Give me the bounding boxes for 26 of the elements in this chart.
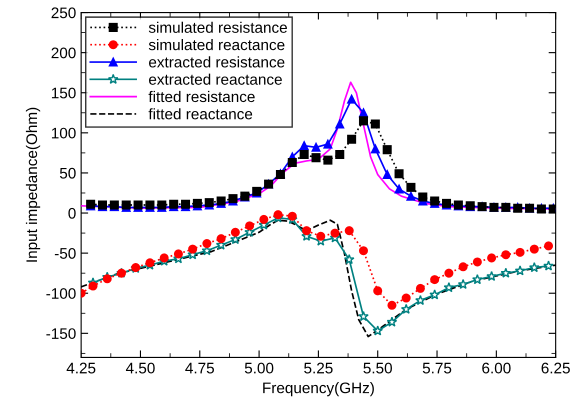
y-tick-label: 200 [52,48,76,58]
legend-label: simulated resistance [148,22,287,33]
x-tick-label: 6.00 [482,362,511,374]
x-tick-label: 4.50 [126,362,155,374]
y-tick-label: 50 [60,168,76,179]
y-tick-label: -50 [54,248,76,259]
y-tick-label: 150 [52,88,76,98]
legend-label: fitted reactance [148,108,252,120]
x-axis-title: Frequency(GHz) [263,382,374,396]
legend-label: simulated reactance [148,39,284,50]
x-tick-label: 5.50 [363,362,392,374]
y-tick-label: -150 [46,328,76,340]
y-tick-label: 0 [68,208,76,219]
x-tick-label: 5.00 [244,362,274,374]
legend-label: extracted resistance [149,56,284,68]
x-tick-label: 5.75 [422,362,452,374]
x-tick-label: 4.25 [66,362,96,374]
y-tick-label: -100 [46,288,76,299]
y-tick-label: 250 [52,7,76,18]
y-axis-title: Input impedance(Ohm) [26,108,40,262]
x-tick-label: 6.25 [542,362,570,374]
legend-label: extracted reactance [149,74,282,85]
legend-label: fitted resistance [148,90,255,102]
x-tick-label: 5.25 [304,362,333,374]
x-tick-label: 4.75 [185,362,214,374]
y-tick-label: 100 [52,128,76,139]
